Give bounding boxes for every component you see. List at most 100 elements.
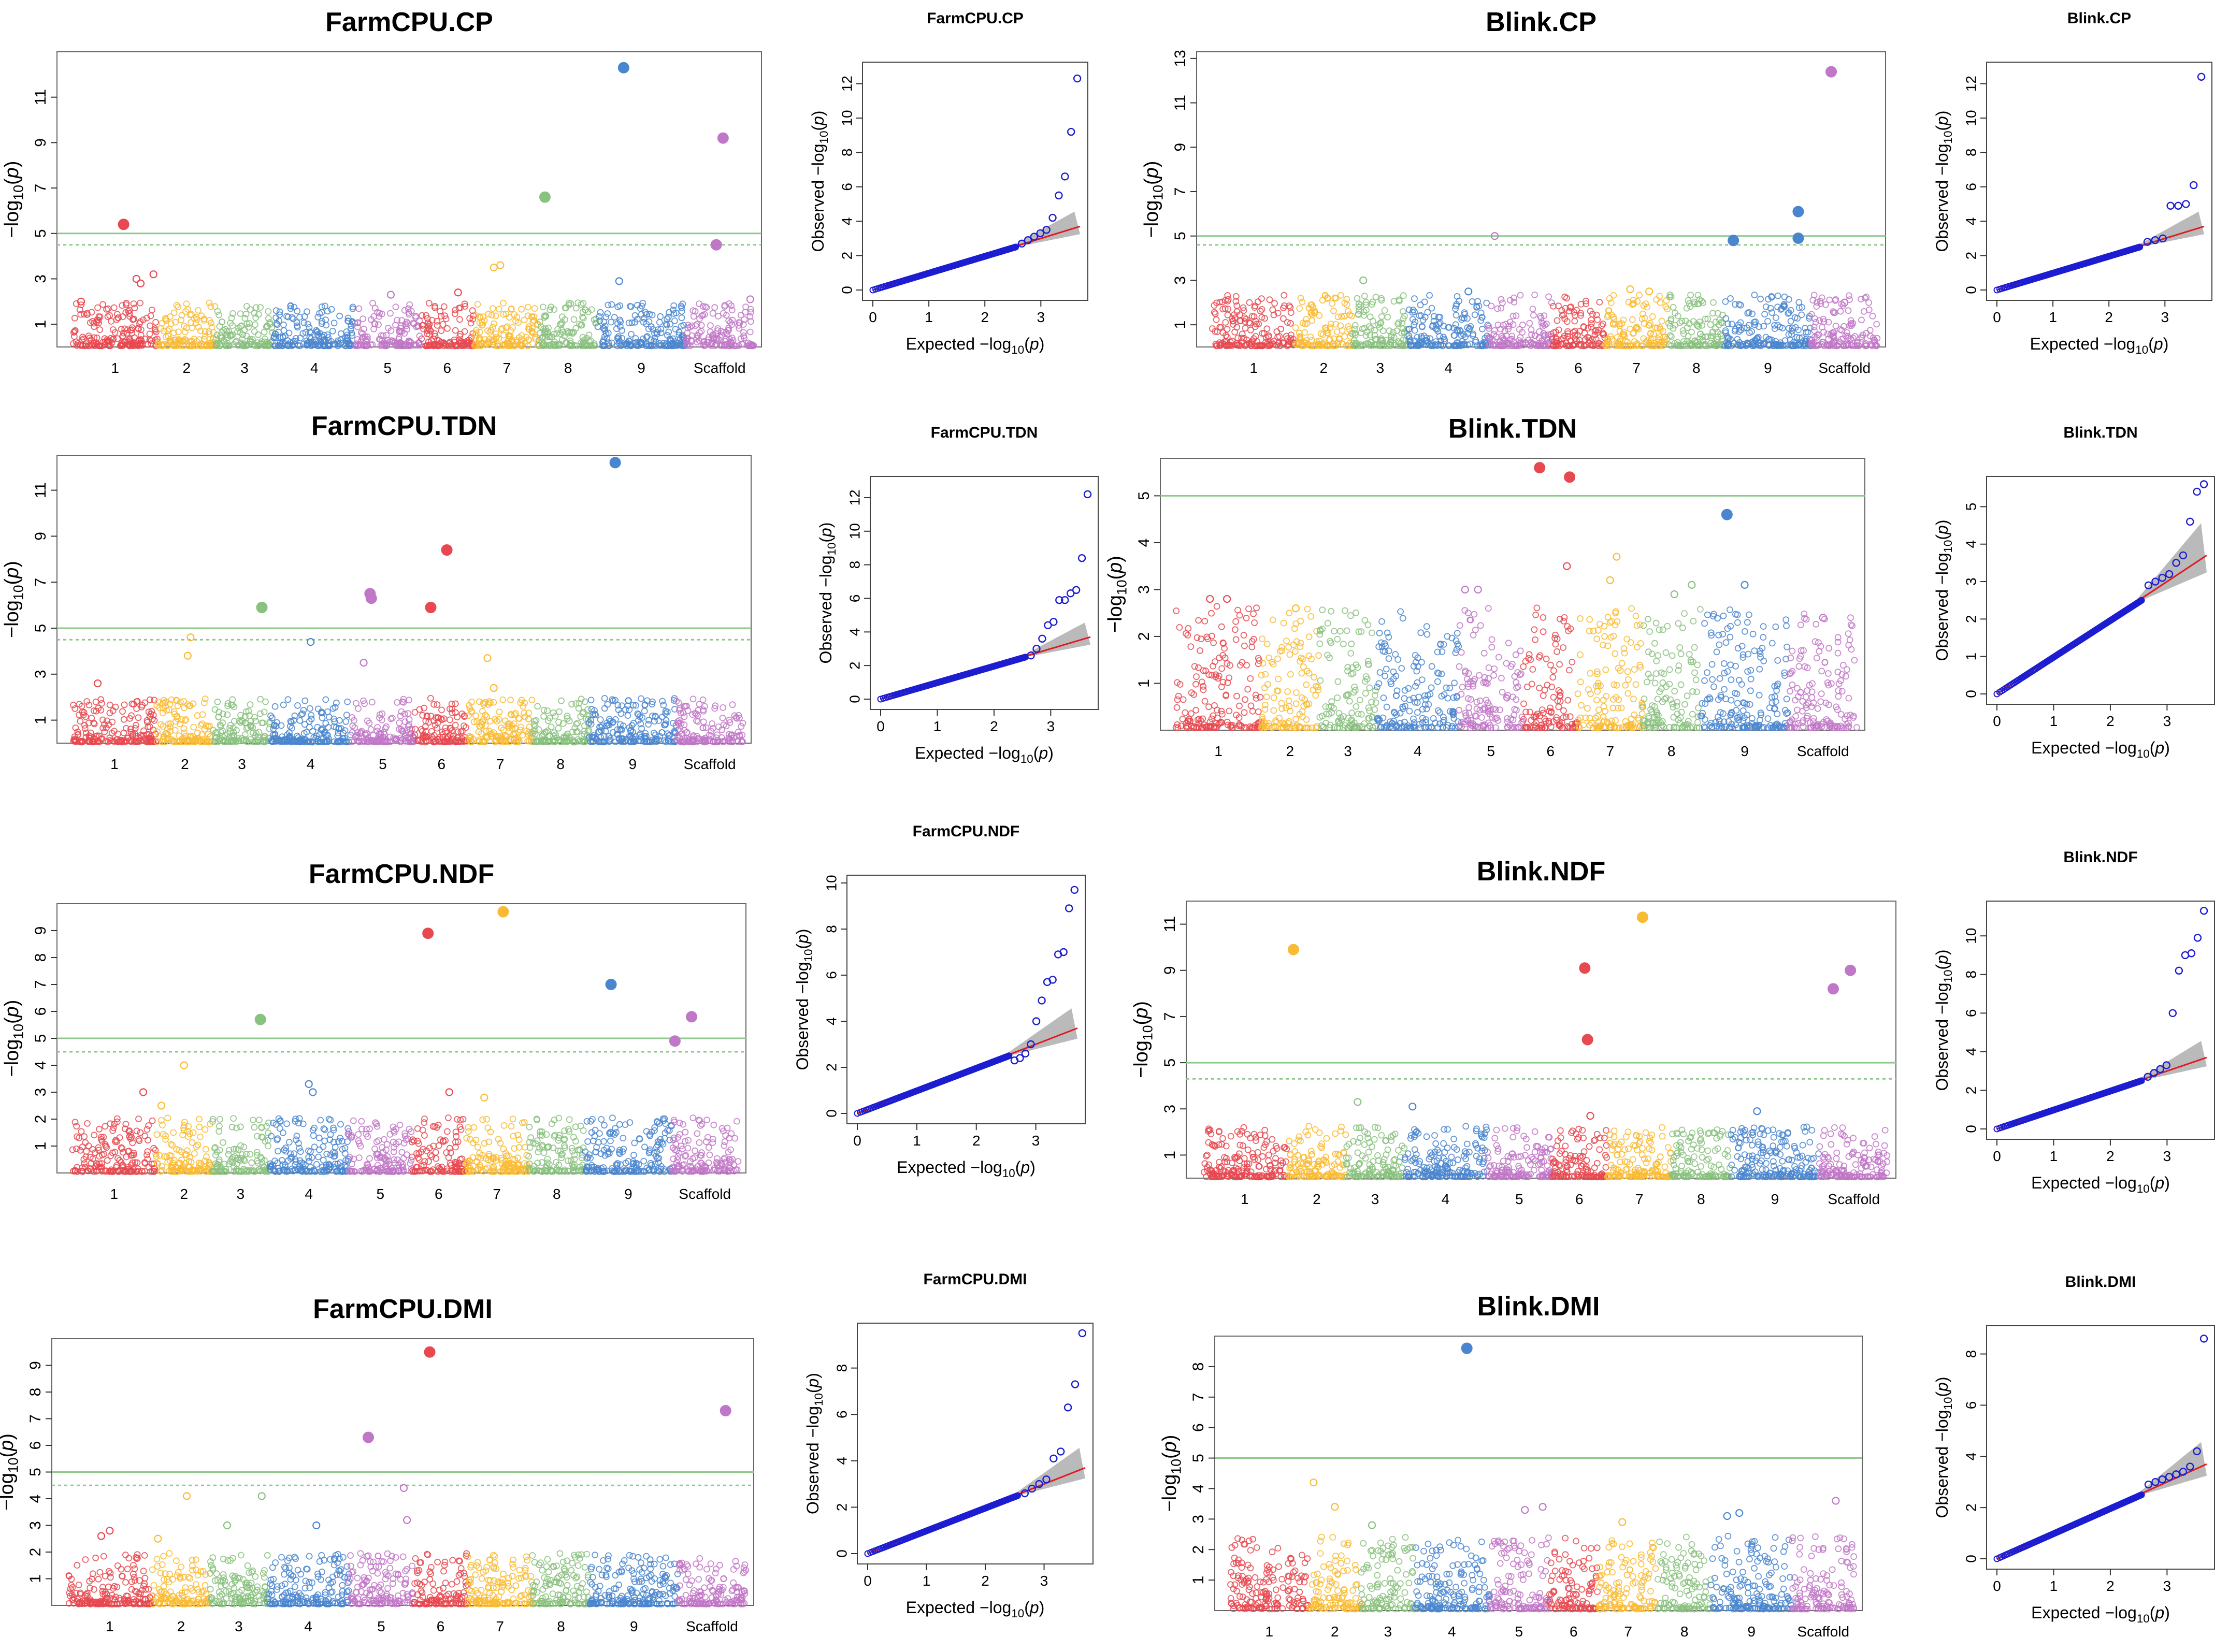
snp-point — [396, 720, 402, 726]
snp-point — [541, 714, 547, 719]
snp-point — [1659, 318, 1665, 324]
snp-point — [181, 705, 187, 711]
snp-point — [1866, 300, 1872, 306]
snp-point — [332, 320, 337, 326]
y-tick-label: 5 — [32, 229, 49, 238]
snp-point — [679, 315, 684, 321]
x-tick-label: 2 — [981, 309, 989, 325]
snp-point — [602, 705, 608, 711]
snp-point — [137, 300, 143, 306]
snp-point — [252, 322, 258, 327]
manhattan-blink-cp: Blink.CP135791113−log10(p)1 2 3 4 5 6 7 8 9 Scaff… — [1141, 7, 1886, 376]
plot-frame — [870, 476, 1098, 709]
snp-point — [573, 306, 579, 311]
chromosome-label: 6 — [437, 756, 445, 772]
chart-title: FarmCPU.CP — [325, 7, 493, 37]
snp-point — [1788, 318, 1794, 324]
snp-point — [194, 713, 200, 718]
snp-point — [447, 717, 453, 722]
plot-frame — [862, 62, 1088, 300]
qq-bulk-points — [1994, 244, 2143, 293]
snp-point — [181, 730, 187, 735]
snp-background — [1173, 603, 1860, 731]
y-tick-label: 8 — [839, 149, 855, 157]
snp-point — [1214, 317, 1219, 323]
snp-point — [605, 702, 610, 707]
snp-point — [100, 302, 106, 308]
chromosome-label: 7 — [503, 360, 511, 376]
snp-point — [1531, 312, 1536, 318]
snp-point — [493, 313, 499, 318]
chromosome-label: 9 — [1764, 360, 1772, 376]
y-tick-label: 10 — [846, 523, 862, 539]
snp-point — [1658, 300, 1663, 306]
snp-point — [114, 311, 120, 317]
snp-point — [1202, 618, 1207, 624]
snp-point — [1867, 327, 1873, 333]
y-tick-label: 3 — [1172, 276, 1189, 285]
snp-point — [1272, 300, 1277, 306]
snp-point — [1362, 293, 1368, 299]
snp-point — [439, 707, 444, 713]
snp-point — [626, 698, 631, 703]
snp-point — [1498, 297, 1504, 302]
snp-point — [1379, 314, 1385, 320]
snp-point — [387, 292, 394, 298]
y-tick-label: 0 — [839, 286, 855, 294]
y-axis-label: −log10(p) — [1, 161, 26, 238]
snp-point — [1610, 293, 1616, 298]
snp-point — [484, 655, 491, 661]
chromosome-label: 9 — [629, 756, 637, 772]
snp-point — [1527, 321, 1532, 326]
y-axis-label: Observed −log10(p) — [816, 522, 838, 663]
snp-point — [667, 322, 673, 327]
snp-point — [1494, 306, 1500, 311]
snp-point — [497, 709, 502, 715]
snp-point — [491, 321, 497, 327]
snp-point — [150, 271, 157, 278]
x-tick-label: 2 — [2105, 309, 2113, 325]
snp-point — [1206, 704, 1212, 709]
snp-point — [1710, 300, 1716, 306]
qq-point — [2175, 202, 2182, 209]
snp-point — [1302, 329, 1307, 335]
snp-point — [189, 325, 195, 331]
snp-point — [285, 697, 291, 702]
plot-frame — [1160, 458, 1865, 730]
snp-point — [1293, 325, 1299, 330]
snp-point — [555, 327, 560, 332]
qq-point — [1078, 555, 1085, 561]
snp-point — [137, 280, 144, 287]
snp-point — [1600, 321, 1606, 327]
qq-point — [2190, 182, 2197, 189]
snp-point — [1334, 329, 1340, 335]
significant-snp — [610, 457, 621, 468]
chromosome-label: 8 — [564, 360, 572, 376]
snp-point — [70, 702, 76, 708]
snp-point — [1354, 296, 1360, 301]
snp-point — [353, 701, 359, 706]
snp-point — [700, 697, 706, 703]
significant-snp — [119, 219, 129, 229]
snp-point — [1564, 295, 1570, 301]
snp-point — [376, 322, 381, 327]
y-tick-label: 6 — [846, 595, 862, 603]
y-tick-label: 9 — [32, 532, 49, 541]
snp-point — [184, 653, 191, 659]
snp-point — [406, 697, 412, 703]
snp-point — [1380, 328, 1386, 334]
snp-point — [720, 715, 726, 721]
snp-point — [555, 726, 561, 731]
snp-point — [657, 314, 663, 320]
y-axis-label: Observed −log10(p) — [809, 110, 830, 252]
snp-point — [383, 724, 389, 730]
snp-point — [1627, 326, 1633, 332]
x-tick-label: 0 — [1993, 309, 2001, 325]
snp-point — [682, 714, 687, 719]
snp-point — [659, 714, 665, 720]
snp-point — [657, 320, 663, 325]
snp-point — [369, 699, 375, 705]
y-tick-label: 11 — [32, 482, 49, 498]
